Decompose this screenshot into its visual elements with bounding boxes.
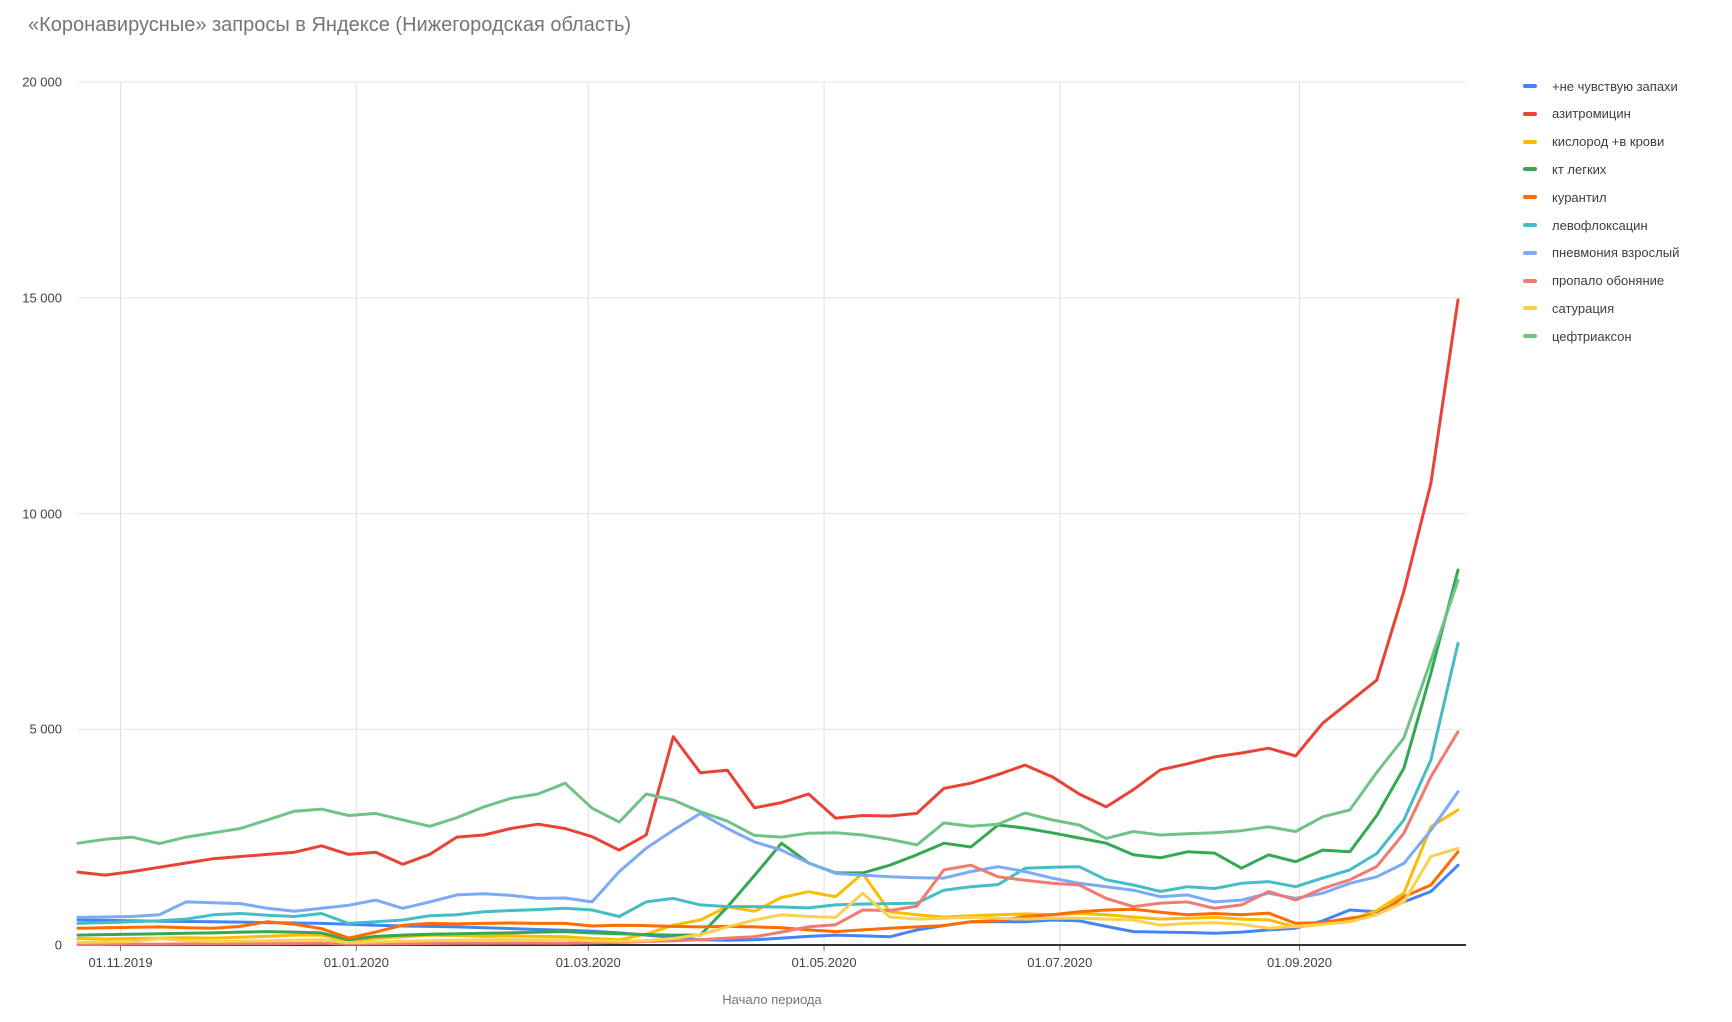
legend-label: левофлоксацин <box>1552 217 1648 233</box>
x-axis-label: 01.03.2020 <box>555 955 621 970</box>
x-axis-label: 01.01.2020 <box>323 955 389 970</box>
legend-swatch-icon <box>1523 139 1537 144</box>
legend-swatch-icon <box>1523 111 1537 116</box>
y-axis-label: 20 000 <box>22 74 62 90</box>
legend-swatch-icon <box>1523 195 1537 200</box>
legend-swatch-icon <box>1523 278 1537 283</box>
legend-label: цефтриаксон <box>1552 328 1632 344</box>
y-axis-label: 15 000 <box>22 290 62 306</box>
y-axis-label: 0 <box>54 937 62 953</box>
legend-label: пневмония взрослый <box>1552 245 1680 261</box>
legend-label: азитромицин <box>1552 106 1631 122</box>
y-axis-label: 5 000 <box>29 721 62 737</box>
legend-label: сатурация <box>1552 300 1615 316</box>
legend-item: цефтриаксон <box>1523 328 1632 344</box>
series-line-1 <box>76 298 1460 877</box>
legend-label: +не чувствую запахи <box>1552 78 1678 94</box>
legend-swatch-icon <box>1523 334 1537 339</box>
legend-label: кт легких <box>1552 161 1607 177</box>
legend-item: кислород +в крови <box>1523 134 1664 150</box>
x-axis-title: Начало периода <box>722 992 822 1007</box>
series-line-9 <box>76 578 1460 847</box>
page-title: «Коронавирусные» запросы в Яндексе (Ниже… <box>28 14 632 36</box>
x-axis-label: 01.05.2020 <box>791 955 857 970</box>
series-line-8 <box>76 846 1460 945</box>
x-axis-label: 01.11.2019 <box>88 955 153 970</box>
x-axis-label: 01.07.2020 <box>1027 955 1093 970</box>
legend-item: курантил <box>1523 189 1607 205</box>
legend-swatch-icon <box>1523 167 1537 172</box>
legend-item: сатурация <box>1523 300 1614 316</box>
legend-item: +не чувствую запахи <box>1523 78 1678 94</box>
legend-label: пропало обоняние <box>1552 273 1665 289</box>
legend-item: пропало обоняние <box>1523 273 1664 289</box>
series-line-6 <box>76 790 1460 919</box>
series-line-2 <box>76 808 1460 943</box>
series-line-0 <box>76 863 1460 942</box>
legend-swatch-icon <box>1523 223 1537 227</box>
legend-item: кт легких <box>1523 161 1606 177</box>
legend-swatch-icon <box>1523 306 1537 311</box>
legend-swatch-icon <box>1523 250 1537 255</box>
series-line-3 <box>76 568 1460 942</box>
x-axis-label: 01.09.2020 <box>1266 955 1333 970</box>
legend-item: левофлоксацин <box>1523 217 1648 233</box>
series-line-7 <box>76 730 1460 946</box>
legend-label: кислород +в крови <box>1552 134 1665 150</box>
series-line-4 <box>76 850 1460 940</box>
legend-item: пневмония взрослый <box>1523 245 1679 261</box>
legend-label: курантил <box>1552 189 1607 205</box>
series-line-5 <box>76 641 1460 925</box>
legend-swatch-icon <box>1523 84 1537 88</box>
legend-item: азитромицин <box>1523 106 1631 122</box>
y-axis-label: 10 000 <box>22 506 62 521</box>
